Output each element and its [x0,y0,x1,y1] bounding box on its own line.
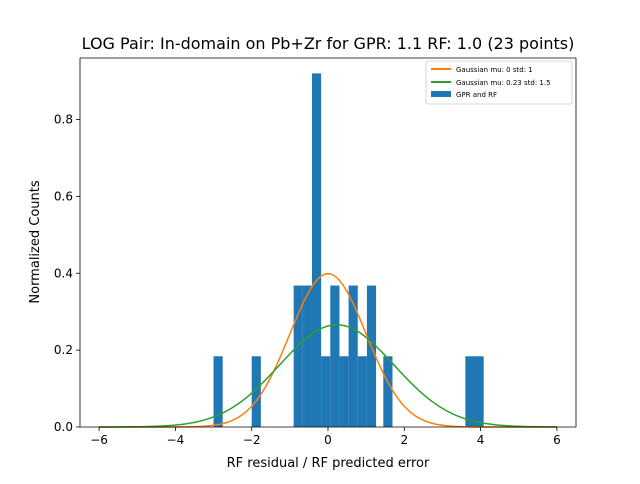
histogram-bar-1 [251,356,261,427]
x-tick-label-2: −2 [243,433,261,447]
histogram-bar-6 [330,285,340,427]
histogram-bar-9 [357,356,367,427]
y-tick-label-3: 0.6 [54,189,73,203]
legend-swatch-histogram [431,91,451,97]
legend-frame [425,60,573,105]
y-ticks: 0.0 0.2 0.4 0.6 0.8 [54,113,80,434]
legend-label-gaussian-1: Gaussian mu: 0 std: 1 [456,66,533,74]
x-tick-label-4: 2 [400,433,408,447]
histogram-bars [213,73,484,427]
histogram-bar-5 [321,356,331,427]
y-axis-label: Normalized Counts [28,180,43,303]
legend-label-histogram: GPR and RF [456,91,497,99]
y-tick-label-2: 0.4 [54,266,73,280]
y-tick-label-1: 0.2 [54,343,73,357]
histogram-bar-0 [213,356,223,427]
histogram-bar-8 [348,285,358,427]
gaussian-curve-2 [99,324,557,428]
histogram-bar-7 [339,356,349,427]
histogram-bar-4 [311,73,322,427]
histogram-bar-12 [465,356,475,427]
x-tick-label-6: 6 [553,433,561,447]
x-tick-label-5: 4 [477,433,485,447]
x-tick-label-3: 0 [324,433,332,447]
histogram-bar-3 [302,285,312,427]
legend: Gaussian mu: 0 std: 1 Gaussian mu: 0.23 … [425,60,573,105]
histogram-bar-10 [366,285,377,427]
histogram-bar-2 [293,285,303,427]
x-ticks: −6 −4 −2 0 2 4 6 [90,427,561,447]
y-tick-label-0: 0.0 [54,420,73,434]
x-tick-label-1: −4 [167,433,185,447]
histogram-bar-11 [383,356,393,427]
histogram-bar-13 [474,356,484,427]
y-tick-label-4: 0.8 [54,113,73,127]
chart-title: LOG Pair: In-domain on Pb+Zr for GPR: 1.… [82,34,575,53]
x-tick-label-0: −6 [90,433,108,447]
x-axis-label: RF residual / RF predicted error [227,456,430,471]
legend-label-gaussian-2: Gaussian mu: 0.23 std: 1.5 [456,79,551,87]
